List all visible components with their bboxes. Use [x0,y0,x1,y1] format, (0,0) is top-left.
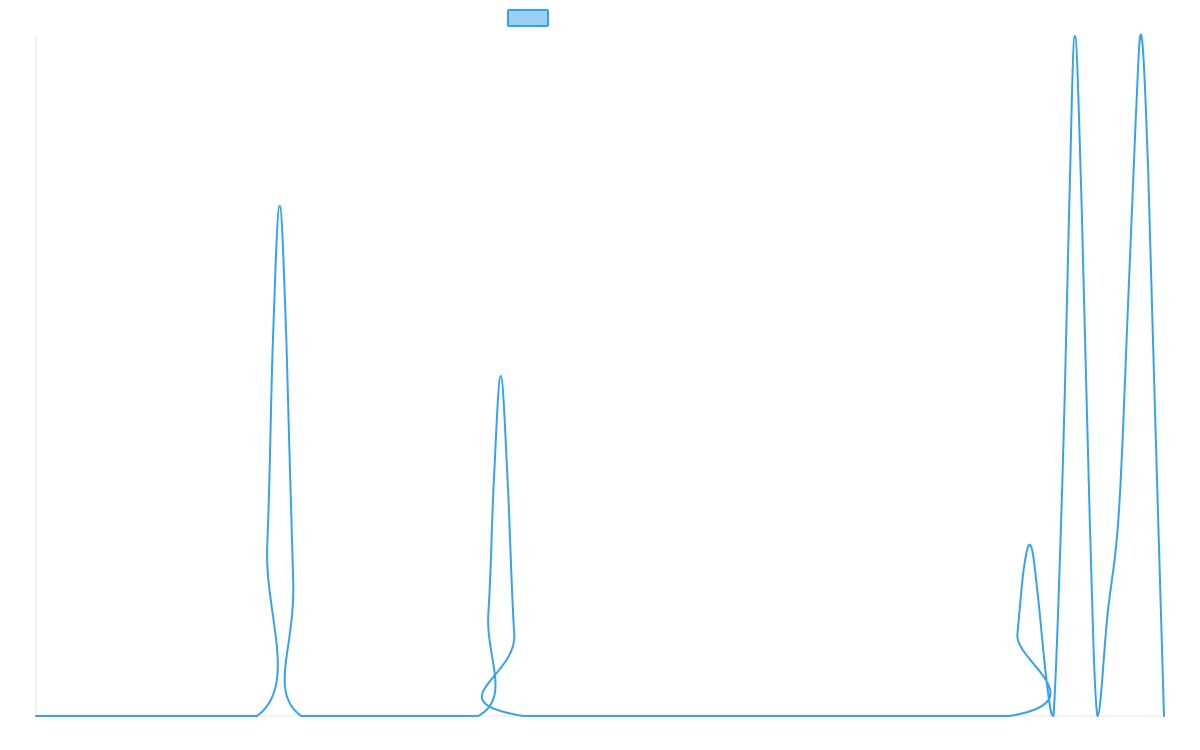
legend-swatch[interactable] [507,9,549,27]
series-layer [35,33,1165,718]
series-line-0 [35,33,1165,718]
